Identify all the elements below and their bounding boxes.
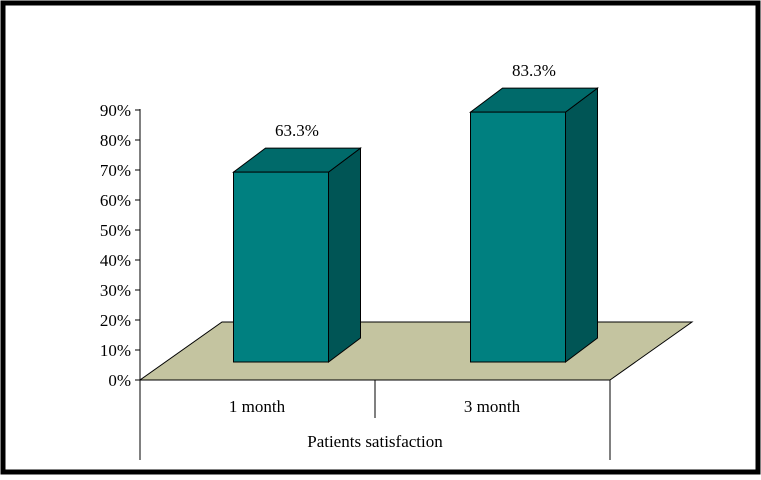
chart-floor	[138, 321, 694, 381]
y-tick-label: 50%	[100, 221, 131, 240]
y-tick-label: 20%	[100, 311, 131, 330]
group-label: Patients satisfaction	[307, 432, 443, 451]
y-axis: 0% 10% 20% 30% 40% 50% 60% 70% 80% 90%	[100, 101, 140, 390]
y-tick-label: 40%	[100, 251, 131, 270]
category-label-1-month: 1 month	[229, 397, 286, 416]
x-axis: 1 month 3 month Patients satisfaction	[139, 380, 611, 460]
y-tick-label: 70%	[100, 161, 131, 180]
bar-side-face	[328, 147, 361, 363]
bar-side-face	[565, 87, 598, 363]
y-tick-label: 10%	[100, 341, 131, 360]
y-tick-label: 90%	[100, 101, 131, 120]
y-tick-label: 60%	[100, 191, 131, 210]
bar-series: 63.3% 83.3%	[232, 61, 599, 363]
bar-front-face	[233, 171, 329, 363]
bar-3-month: 83.3%	[469, 61, 599, 363]
bar-1-month: 63.3%	[232, 121, 362, 363]
y-tick-label: 80%	[100, 131, 131, 150]
category-label-3-month: 3 month	[464, 397, 521, 416]
y-tick-label: 30%	[100, 281, 131, 300]
data-label-1-month: 63.3%	[275, 121, 319, 140]
bar-front-face	[470, 111, 566, 363]
y-tick-label: 0%	[108, 371, 131, 390]
data-label-3-month: 83.3%	[512, 61, 556, 80]
